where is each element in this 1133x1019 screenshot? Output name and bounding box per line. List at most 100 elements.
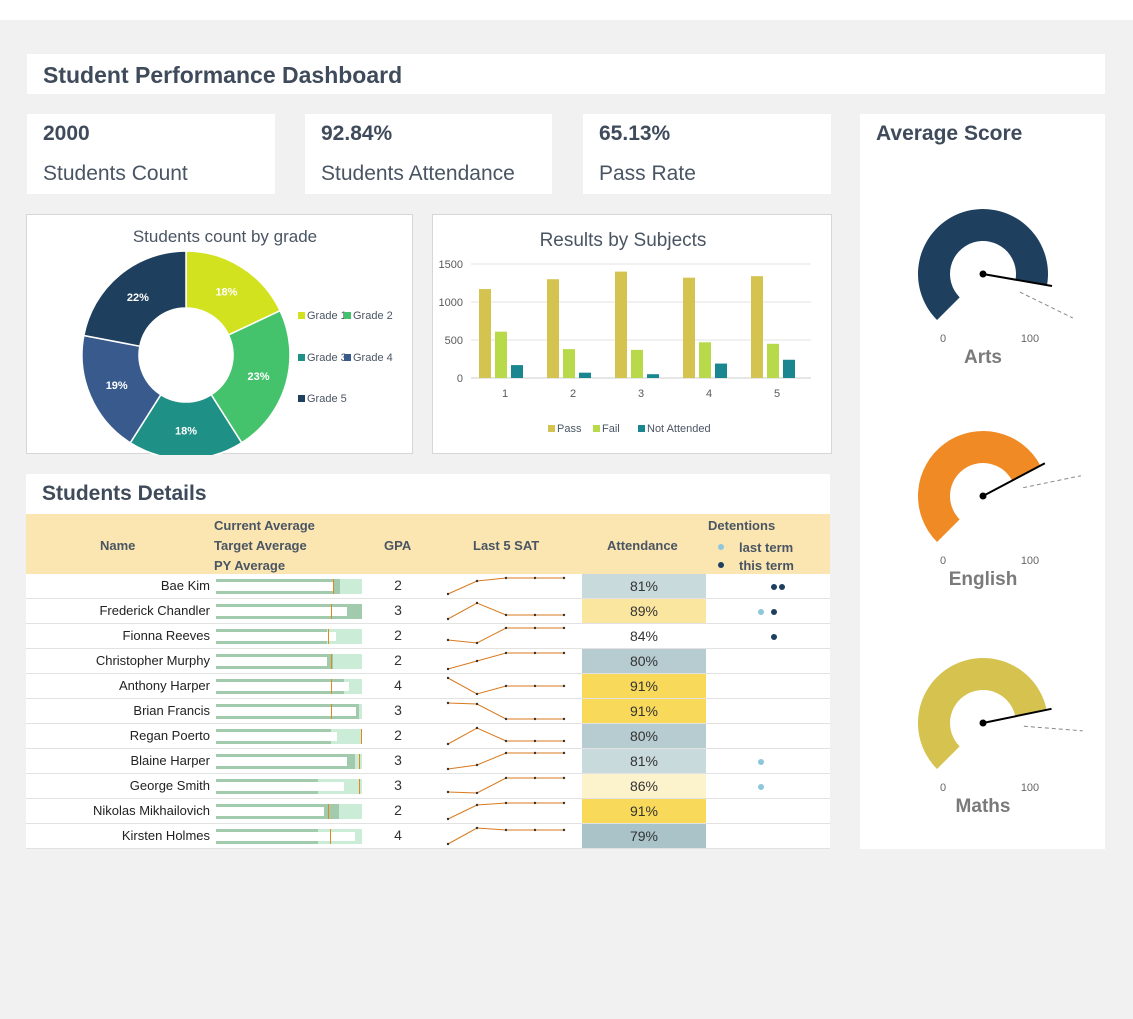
sparkline-point — [533, 576, 537, 580]
table-row[interactable]: Nikolas Mikhailovich 2 91% — [26, 799, 830, 824]
sparkline-point — [504, 739, 508, 743]
header-attendance[interactable]: Attendance — [607, 538, 678, 553]
sparkline-point — [475, 659, 479, 663]
header-current-average[interactable]: Current Average — [214, 518, 315, 533]
attendance-value: 84% — [582, 624, 706, 648]
py-average-marker — [328, 629, 330, 644]
average-bullet-bar — [216, 754, 362, 769]
sparkline-point — [533, 751, 537, 755]
average-bullet-bar — [216, 679, 362, 694]
header-target-average[interactable]: Target Average — [214, 538, 307, 553]
table-row[interactable]: Frederick Chandler 3 89% — [26, 599, 830, 624]
donut-slice-2 — [210, 309, 291, 444]
x-tick-label: 3 — [638, 388, 644, 400]
header-name[interactable]: Name — [100, 538, 136, 553]
sparkline-point — [533, 801, 537, 805]
sparkline-point — [475, 803, 479, 807]
sat-sparkline — [446, 651, 566, 671]
donut-label-3: 18% — [175, 426, 197, 438]
legend-label-fail: Fail — [602, 423, 620, 435]
gauge-target-maths — [1023, 725, 1083, 732]
sparkline-point — [446, 817, 450, 821]
donut-label-4: 19% — [106, 380, 128, 392]
sparkline-line — [447, 652, 564, 670]
detention-this-term-dot — [771, 634, 777, 640]
gpa-value: 2 — [394, 652, 402, 668]
bar-fail-4 — [699, 342, 711, 378]
sparkline-point — [475, 692, 479, 696]
sparkline-point — [562, 613, 566, 617]
sparkline-line — [447, 702, 564, 720]
header-py-average[interactable]: PY Average — [214, 558, 286, 573]
table-row[interactable]: Anthony Harper 4 91% — [26, 674, 830, 699]
sparkline-point — [475, 791, 479, 795]
header-last-5-sat[interactable]: Last 5 SAT — [473, 538, 540, 553]
sparkline-point — [446, 667, 450, 671]
detention-last-term-dot — [758, 609, 764, 615]
average-bullet-bar — [216, 629, 362, 644]
table-row[interactable]: Fionna Reeves 2 84% — [26, 624, 830, 649]
student-name: George Smith — [129, 778, 210, 793]
sparkline-point — [562, 751, 566, 755]
gauge-max-label: 100 — [1021, 333, 1039, 345]
py-average-marker — [331, 604, 333, 619]
attendance-value: 80% — [582, 649, 706, 673]
donut-label-2: 23% — [247, 371, 269, 383]
table-row[interactable]: Christopher Murphy 2 80% — [26, 649, 830, 674]
py-average-marker — [359, 779, 361, 794]
sparkline-point — [446, 767, 450, 771]
table-row[interactable]: Kirsten Holmes 4 79% — [26, 824, 830, 849]
table-row[interactable]: Blaine Harper 3 81% — [26, 749, 830, 774]
legend-label-4: Grade 4 — [353, 352, 393, 364]
target-average-bar — [216, 657, 327, 666]
kpi-students-count: 2000 Students Count — [27, 114, 275, 194]
sparkline-point — [562, 776, 566, 780]
sat-sparkline — [446, 726, 566, 746]
gauge-hub-maths — [979, 719, 987, 727]
donut-slice-5 — [82, 250, 187, 348]
average-bullet-bar — [216, 729, 362, 744]
legend-swatch-4 — [344, 354, 351, 361]
gauge-needle-english — [982, 462, 1046, 497]
x-tick-label: 2 — [570, 388, 576, 400]
donut-label-5: 22% — [127, 292, 149, 304]
attendance-value: 91% — [582, 799, 706, 823]
sparkline-point — [533, 626, 537, 630]
sparkline-point — [533, 739, 537, 743]
kpi-pass-rate: 65.13% Pass Rate — [583, 114, 831, 194]
student-name: Bae Kim — [160, 578, 210, 593]
y-tick-label: 0 — [457, 373, 463, 385]
sat-sparkline — [446, 601, 566, 621]
target-average-bar — [216, 632, 336, 641]
sat-sparkline — [446, 776, 566, 795]
student-name: Regan Poerto — [129, 728, 210, 743]
legend-swatch-1 — [298, 312, 305, 319]
bar-fail-3 — [631, 349, 643, 378]
donut-chart[interactable]: Students count by grade 18% 23% 18% 19% 22% Gr… — [27, 215, 414, 455]
bar-chart[interactable]: Results by Subjects 0 500 1000 1500 1 2 3 4 5 Pass… — [433, 215, 833, 455]
kpi-attendance: 92.84% Students Attendance — [305, 114, 552, 194]
kpi-value: 92.84% — [321, 122, 393, 145]
bar-chart-title: Results by Subjects — [540, 230, 707, 251]
legend-last-term: last term — [739, 540, 794, 555]
sparkline-point — [504, 801, 508, 805]
average-bullet-bar — [216, 604, 362, 619]
table-row[interactable]: George Smith 3 86% — [26, 774, 830, 799]
py-average-marker — [331, 704, 333, 719]
attendance-value: 81% — [582, 574, 706, 598]
header-detentions[interactable]: Detentions — [708, 518, 776, 533]
sat-sparkline — [446, 751, 566, 771]
y-tick-label: 500 — [445, 335, 463, 347]
table-row[interactable]: Regan Poerto 2 80% — [26, 724, 830, 749]
table-row[interactable]: Bae Kim 2 81% — [26, 574, 830, 599]
sparkline-point — [446, 842, 450, 846]
gauge-hub-english — [979, 492, 987, 500]
donut-chart-card: Students count by grade 18% 23% 18% 19% 22% Gr… — [26, 214, 414, 455]
sat-sparkline — [446, 576, 566, 596]
bar-pass-5 — [751, 276, 763, 378]
header-gpa[interactable]: GPA — [384, 538, 412, 553]
students-details-card: Students Details Name Current Average Ta… — [26, 474, 830, 849]
student-name: Christopher Murphy — [95, 653, 210, 668]
table-row[interactable]: Brian Francis 3 91% — [26, 699, 830, 724]
